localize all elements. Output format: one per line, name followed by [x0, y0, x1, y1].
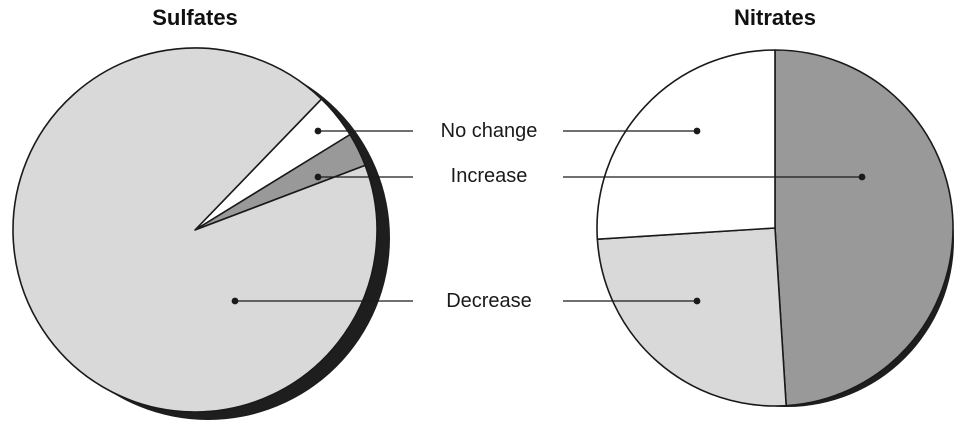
nitrates-title: Nitrates — [734, 5, 816, 30]
sulfates-title: Sulfates — [152, 5, 238, 30]
nitrates-slice-decrease — [596, 227, 787, 407]
sulfates-pie: Sulfates — [12, 5, 390, 420]
sulfates-slices — [12, 47, 378, 413]
legend-label-increase: Increase — [451, 165, 528, 187]
nitrates-slice-increase — [774, 49, 954, 407]
legend-label-decrease: Decrease — [446, 290, 532, 312]
leader-lines — [231, 127, 866, 305]
nitrates-slice-no-change — [596, 49, 776, 240]
sulfates-slice-decrease — [12, 47, 378, 413]
nitrates-pie: Nitrates — [596, 5, 954, 407]
legend-label-no-change: No change — [441, 120, 538, 142]
legend: No change Increase Decrease — [441, 120, 538, 312]
nitrates-slices — [596, 49, 954, 407]
